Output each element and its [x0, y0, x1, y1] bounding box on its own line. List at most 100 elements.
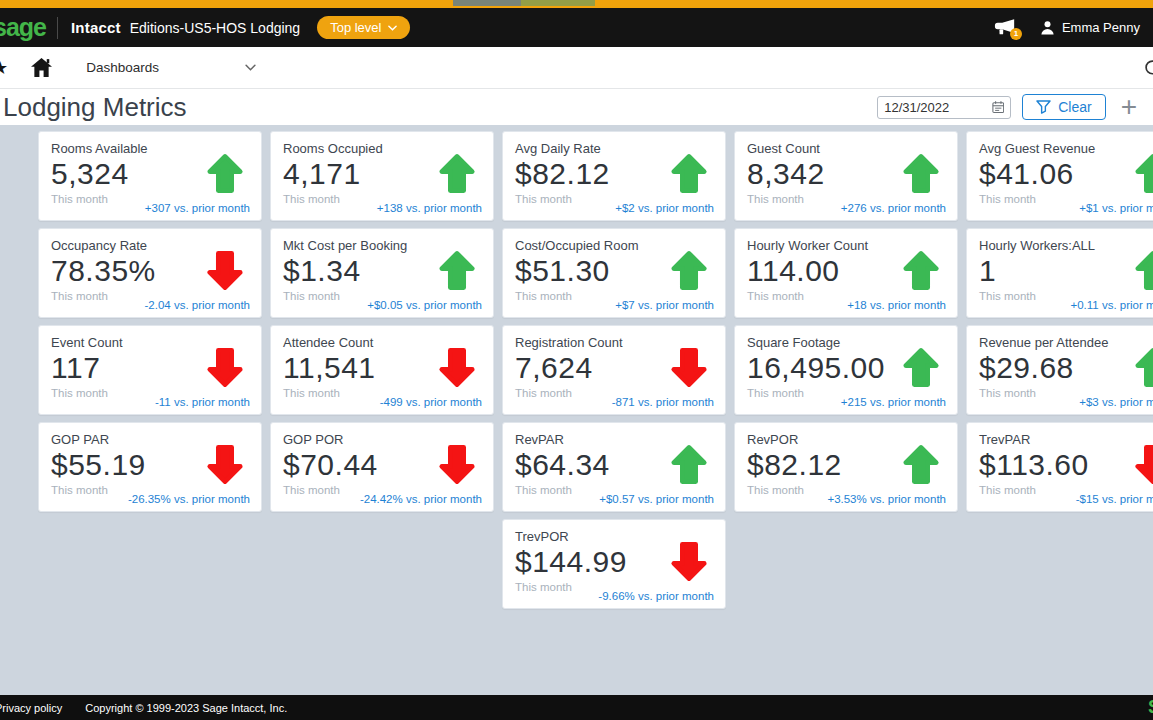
search-icon [1144, 59, 1153, 78]
chevron-down-icon [388, 25, 397, 31]
metric-title: TrevPAR [979, 432, 1153, 447]
metric-card[interactable]: Event Count 117 This month -11 vs. prior… [38, 325, 262, 415]
page-title: Lodging Metrics [3, 94, 187, 120]
metric-title: Avg Guest Revenue [979, 141, 1153, 156]
metric-delta-link[interactable]: -24.42% vs. prior month [360, 493, 482, 505]
entity-selector-label: Top level [330, 20, 381, 35]
metric-delta-link[interactable]: +$0.05 vs. prior month [367, 299, 482, 311]
metric-card[interactable]: Hourly Workers:ALL 1 This month +0.11 vs… [966, 228, 1153, 318]
trend-arrow-icon [1134, 346, 1153, 389]
metric-card[interactable]: Avg Guest Revenue $41.06 This month +$1 … [966, 131, 1153, 221]
trend-arrow-icon [438, 152, 476, 195]
trend-arrow-icon [1134, 152, 1153, 195]
title-bar: Lodging Metrics Clear + [0, 89, 1153, 125]
metric-card[interactable]: TrevPAR $113.60 This month -$15 vs. prio… [966, 422, 1153, 512]
star-icon[interactable]: ★ [0, 59, 8, 77]
dashboards-menu[interactable]: Dashboards [80, 59, 262, 76]
metric-card[interactable]: Hourly Worker Count 114.00 This month +1… [734, 228, 958, 318]
metric-delta-link[interactable]: -$15 vs. prior month [1076, 493, 1153, 505]
date-filter-input[interactable] [884, 100, 991, 115]
top-accent-bar [0, 0, 1153, 8]
metric-delta-link[interactable]: -11 vs. prior month [155, 396, 250, 408]
metric-card[interactable]: Cost/Occupied Room $51.30 This month +$7… [502, 228, 726, 318]
metric-card[interactable]: Square Footage 16,495.00 This month +215… [734, 325, 958, 415]
home-icon [31, 58, 52, 77]
metric-title: Revenue per Attendee [979, 335, 1153, 350]
metric-delta-link[interactable]: -499 vs. prior month [380, 396, 482, 408]
metric-card[interactable]: RevPOR $82.12 This month +3.53% vs. prio… [734, 422, 958, 512]
metric-delta-link[interactable]: +$3 vs. prior month [1079, 396, 1153, 408]
app-footer: Privacy policy Copyright © 1999-2023 Sag… [0, 695, 1153, 720]
metric-delta-link[interactable]: +307 vs. prior month [145, 202, 250, 214]
metric-card[interactable]: Occupancy Rate 78.35% This month -2.04 v… [38, 228, 262, 318]
cards-grid: Rooms Available 5,324 This month +307 vs… [38, 131, 1153, 609]
metric-delta-link[interactable]: -2.04 vs. prior month [145, 299, 250, 311]
metric-card[interactable]: GOP POR $70.44 This month -24.42% vs. pr… [270, 422, 494, 512]
metric-delta-link[interactable]: +$7 vs. prior month [615, 299, 714, 311]
metric-card[interactable]: Rooms Available 5,324 This month +307 vs… [38, 131, 262, 221]
accent-segment-blue [453, 0, 521, 6]
app-header: sage Intacct Editions-US5-HOS Lodging To… [0, 8, 1153, 47]
metric-delta-link[interactable]: -871 vs. prior month [612, 396, 714, 408]
metric-title: Hourly Workers:ALL [979, 238, 1153, 253]
announcements-button[interactable]: 1 [994, 18, 1016, 38]
metric-value: $113.60 [979, 450, 1153, 481]
metric-card[interactable]: Guest Count 8,342 This month +276 vs. pr… [734, 131, 958, 221]
privacy-policy-link[interactable]: Privacy policy [0, 702, 62, 714]
home-button[interactable] [31, 58, 52, 77]
metric-delta-link[interactable]: +$1 vs. prior month [1079, 202, 1153, 214]
metric-card[interactable]: Avg Daily Rate $82.12 This month +$2 vs.… [502, 131, 726, 221]
metric-delta-link[interactable]: -26.35% vs. prior month [128, 493, 250, 505]
filter-funnel-icon [1036, 100, 1051, 114]
product-name: Intacct [71, 19, 121, 36]
user-name: Emma Penny [1062, 20, 1140, 35]
metric-card[interactable]: TrevPOR $144.99 This month -9.66% vs. pr… [502, 519, 726, 609]
metric-card[interactable]: GOP PAR $55.19 This month -26.35% vs. pr… [38, 422, 262, 512]
metric-card[interactable]: RevPAR $64.34 This month +$0.57 vs. prio… [502, 422, 726, 512]
metric-delta-link[interactable]: +0.11 vs. prior month [1071, 299, 1153, 311]
metric-delta-link[interactable]: +276 vs. prior month [841, 202, 946, 214]
trend-arrow-icon [206, 152, 244, 195]
metric-delta-link[interactable]: +3.53% vs. prior month [827, 493, 946, 505]
clear-button-label: Clear [1058, 99, 1091, 115]
trend-arrow-icon [670, 346, 708, 389]
trend-arrow-icon [902, 443, 940, 486]
trend-arrow-icon [670, 443, 708, 486]
company-name: Editions-US5-HOS Lodging [130, 20, 300, 36]
metric-card[interactable]: Registration Count 7,624 This month -871… [502, 325, 726, 415]
add-widget-button[interactable]: + [1119, 96, 1139, 118]
dashboard-board: Rooms Available 5,324 This month +307 vs… [0, 125, 1153, 695]
entity-selector-button[interactable]: Top level [317, 16, 410, 39]
metric-value: $41.06 [979, 159, 1153, 190]
user-menu-button[interactable]: Emma Penny [1034, 19, 1146, 36]
accent-segment-green [521, 0, 595, 6]
trend-arrow-icon [206, 443, 244, 486]
toolbar: Clear + [877, 94, 1139, 120]
metric-card[interactable]: Mkt Cost per Booking $1.34 This month +$… [270, 228, 494, 318]
metric-value: 1 [979, 256, 1153, 287]
trend-arrow-icon [206, 346, 244, 389]
trend-arrow-icon [1134, 249, 1153, 292]
metric-delta-link[interactable]: +18 vs. prior month [847, 299, 946, 311]
metric-card[interactable]: Revenue per Attendee $29.68 This month +… [966, 325, 1153, 415]
trend-arrow-icon [206, 249, 244, 292]
clear-filter-button[interactable]: Clear [1022, 94, 1105, 120]
quick-nav-bar: ★ Dashboards [0, 47, 1153, 89]
trend-arrow-icon [1134, 443, 1153, 486]
calendar-icon[interactable] [992, 100, 1005, 114]
metric-delta-link[interactable]: +215 vs. prior month [841, 396, 946, 408]
metric-delta-link[interactable]: +138 vs. prior month [377, 202, 482, 214]
sage-logo: sage [0, 15, 46, 40]
metric-card[interactable]: Rooms Occupied 4,171 This month +138 vs.… [270, 131, 494, 221]
search-button[interactable] [1144, 59, 1153, 78]
trend-arrow-icon [670, 249, 708, 292]
metric-delta-link[interactable]: -9.66% vs. prior month [598, 590, 714, 602]
sage-footer-logo: S [1148, 697, 1153, 718]
trend-arrow-icon [438, 346, 476, 389]
metric-card[interactable]: Attendee Count 11,541 This month -499 vs… [270, 325, 494, 415]
chevron-down-icon [245, 64, 256, 71]
metric-delta-link[interactable]: +$0.57 vs. prior month [599, 493, 714, 505]
metric-delta-link[interactable]: +$2 vs. prior month [615, 202, 714, 214]
trend-arrow-icon [902, 346, 940, 389]
trend-arrow-icon [438, 249, 476, 292]
